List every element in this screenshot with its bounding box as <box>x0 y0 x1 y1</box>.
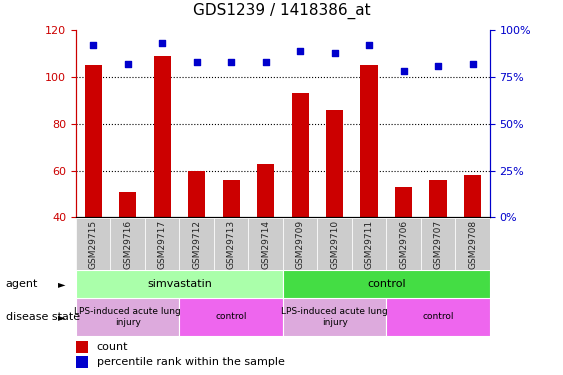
Text: GSM29717: GSM29717 <box>158 220 167 269</box>
Point <box>261 59 270 65</box>
Bar <box>214 217 248 270</box>
Bar <box>110 217 145 270</box>
Bar <box>180 217 214 270</box>
Bar <box>248 217 283 270</box>
Point <box>158 40 167 46</box>
Bar <box>188 171 205 217</box>
Text: GSM29711: GSM29711 <box>365 220 374 269</box>
Text: LPS-induced acute lung
injury: LPS-induced acute lung injury <box>74 307 181 327</box>
Bar <box>76 356 88 368</box>
Bar <box>76 217 110 270</box>
Bar <box>326 110 343 218</box>
Bar <box>318 217 352 270</box>
Bar <box>395 187 412 218</box>
Bar <box>283 270 490 298</box>
Text: GSM29713: GSM29713 <box>227 220 236 269</box>
Text: GDS1239 / 1418386_at: GDS1239 / 1418386_at <box>193 3 370 19</box>
Point <box>434 63 443 69</box>
Text: ►: ► <box>58 279 66 289</box>
Point <box>227 59 236 65</box>
Bar <box>352 217 386 270</box>
Bar <box>222 180 240 218</box>
Bar <box>76 298 180 336</box>
Text: GSM29708: GSM29708 <box>468 220 477 269</box>
Bar <box>180 298 283 336</box>
Text: GSM29709: GSM29709 <box>296 220 305 269</box>
Text: GSM29712: GSM29712 <box>192 220 201 269</box>
Text: control: control <box>422 312 454 321</box>
Bar <box>386 217 421 270</box>
Text: GSM29706: GSM29706 <box>399 220 408 269</box>
Text: GSM29714: GSM29714 <box>261 220 270 269</box>
Text: count: count <box>97 342 128 352</box>
Text: disease state: disease state <box>6 312 80 322</box>
Text: ►: ► <box>58 312 66 322</box>
Bar <box>421 217 455 270</box>
Text: agent: agent <box>6 279 38 289</box>
Bar <box>283 217 318 270</box>
Text: control: control <box>367 279 406 289</box>
Bar <box>76 341 88 352</box>
Point <box>192 59 201 65</box>
Bar <box>257 164 274 218</box>
Bar <box>283 298 386 336</box>
Bar <box>119 192 136 217</box>
Bar <box>154 56 171 217</box>
Bar <box>464 175 481 217</box>
Bar <box>76 270 283 298</box>
Text: control: control <box>216 312 247 321</box>
Bar <box>430 180 446 218</box>
Text: GSM29715: GSM29715 <box>89 220 98 269</box>
Point <box>330 50 339 55</box>
Text: GSM29716: GSM29716 <box>123 220 132 269</box>
Point <box>123 61 132 67</box>
Point <box>89 42 98 48</box>
Point <box>365 42 374 48</box>
Point <box>399 68 408 74</box>
Bar <box>360 65 378 218</box>
Text: percentile rank within the sample: percentile rank within the sample <box>97 357 284 367</box>
Bar <box>145 217 180 270</box>
Bar <box>292 93 309 218</box>
Point <box>296 48 305 54</box>
Text: GSM29710: GSM29710 <box>330 220 339 269</box>
Point <box>468 61 477 67</box>
Bar <box>84 65 102 218</box>
Text: LPS-induced acute lung
injury: LPS-induced acute lung injury <box>282 307 388 327</box>
Bar <box>386 298 490 336</box>
Text: simvastatin: simvastatin <box>147 279 212 289</box>
Bar <box>455 217 490 270</box>
Text: GSM29707: GSM29707 <box>434 220 443 269</box>
